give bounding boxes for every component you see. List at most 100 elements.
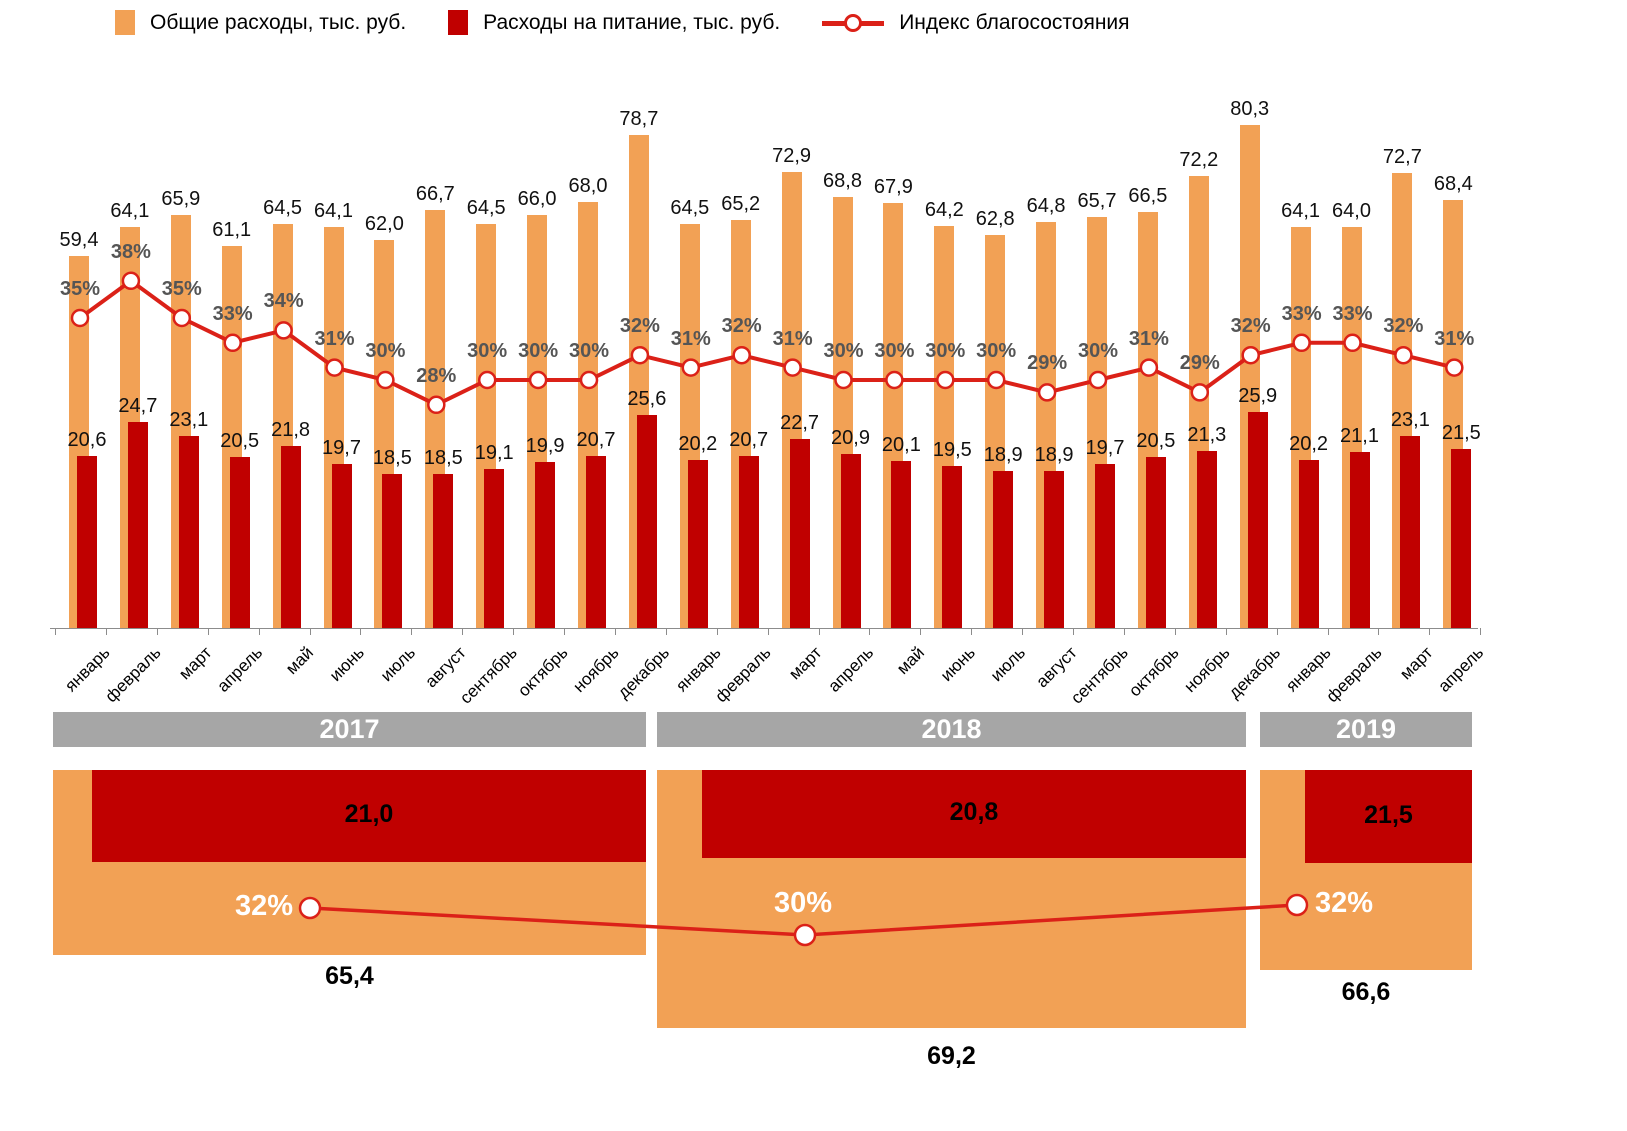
legend-index-label: Индекс благосостояния [899,10,1130,34]
food-expenses-bar [1247,412,1268,628]
food-value-label: 25,9 [1238,385,1278,408]
month-label: июль [987,643,1030,686]
food-value-label: 20,7 [576,428,616,451]
index-value-label: 28% [416,364,457,387]
axis-tick [309,628,311,635]
axis-tick [1073,628,1074,635]
total-expenses-swatch [115,10,135,35]
legend-item-food: Расходы на питание, тыс. руб. [448,10,780,35]
axis-tick [920,628,922,635]
total-value-label: 66,5 [1128,184,1168,207]
summary-index-label: 30% [773,887,833,919]
total-value-label: 61,1 [212,218,252,241]
food-value-label: 18,5 [423,446,463,469]
axis-tick [105,628,107,635]
month-label: июнь [936,643,979,686]
legend-food-label: Расходы на питание, тыс. руб. [483,10,781,34]
food-value-label: 20,9 [831,426,870,449]
food-expenses-bar [789,438,810,628]
food-value-label: 20,2 [1289,432,1329,455]
month-label: декабрь [1224,643,1285,703]
total-value-label: 72,2 [1179,149,1219,172]
food-expenses-bar [280,446,301,628]
axis-tick [665,628,667,635]
axis-tick [1429,628,1431,635]
index-value-label: 38% [110,240,151,263]
axis-tick [258,628,260,635]
month-label: март [1396,643,1437,684]
axis-tick [207,628,209,635]
total-value-label: 64,0 [1332,200,1371,223]
month-label: июнь [325,643,368,686]
total-value-label: 65,2 [721,192,761,215]
month-label: апрель [1434,643,1488,696]
summary-index-label: 32% [234,890,293,922]
total-value-label: 72,9 [772,144,812,167]
total-value-label: 72,7 [1382,145,1422,168]
axis-tick [360,628,362,635]
total-value-label: 59,4 [59,229,99,252]
total-value-label: 64,5 [670,197,710,220]
food-expenses-bar [127,422,148,628]
food-value-label: 21,1 [1340,425,1379,448]
legend: Общие расходы, тыс. руб. Расходы на пита… [115,10,1130,35]
food-expenses-bar [586,455,606,628]
summary-food-bar-2019 [1305,770,1472,863]
food-value-label: 20,5 [220,430,260,453]
food-expenses-bar [178,435,199,628]
index-value-label: 30% [365,340,406,362]
food-expenses-bar [1145,457,1166,628]
food-value-label: 19,9 [525,435,565,458]
index-value-label: 31% [1434,327,1475,350]
month-label: май [892,643,928,679]
year-band-2019: 2019 [1260,712,1472,747]
food-expenses-bar [942,465,963,628]
month-label: март [785,643,826,684]
summary-food-label: 21,5 [1364,800,1413,829]
total-value-label: 78,7 [619,108,659,131]
food-value-label: 22,7 [780,411,820,434]
food-value-label: 21,8 [271,419,311,442]
food-value-label: 19,1 [474,441,514,464]
food-expenses-bar [331,463,352,628]
total-value-label: 64,2 [924,199,964,222]
food-expenses-bar [738,455,759,628]
food-value-label: 20,5 [1136,430,1176,453]
total-value-label: 67,9 [873,175,913,198]
summary-total-label: 66,6 [1341,978,1391,1006]
month-label: август [421,643,470,692]
month-label: март [174,643,216,684]
legend-total-label: Общие расходы, тыс. руб. [150,10,407,34]
food-expenses-bar [484,468,505,628]
year-band-2017: 2017 [53,712,646,747]
food-expenses-bar [77,456,97,628]
food-value-label: 21,5 [1441,421,1481,444]
month-label: август [1032,643,1081,692]
summary-index-label: 32% [1315,887,1374,919]
food-expenses-bar [433,473,454,628]
axis-line [50,628,1478,629]
axis-tick [55,628,56,635]
food-expenses-bar [1349,452,1370,628]
year-band-2018: 2018 [657,712,1246,747]
summary-food-label: 21,0 [344,800,394,828]
food-expenses-bar [535,462,556,628]
total-value-label: 62,0 [364,212,404,235]
food-expenses-bar [1044,470,1065,628]
month-label: октябрь [514,643,572,701]
index-value-label: 29% [1179,352,1220,375]
axis-tick [1225,628,1227,635]
axis-tick [1480,628,1482,635]
food-expenses-bar [891,460,912,628]
food-value-label: 25,6 [627,387,667,410]
food-value-label: 20,2 [678,432,718,455]
food-value-label: 23,1 [1390,408,1430,431]
axis-tick [1022,628,1024,635]
month-label: октябрь [1124,643,1183,701]
index-value-label: 35% [59,278,101,300]
welfare-index-line-icon [822,11,885,35]
food-expenses-bar [382,473,403,628]
axis-tick [1327,628,1329,635]
